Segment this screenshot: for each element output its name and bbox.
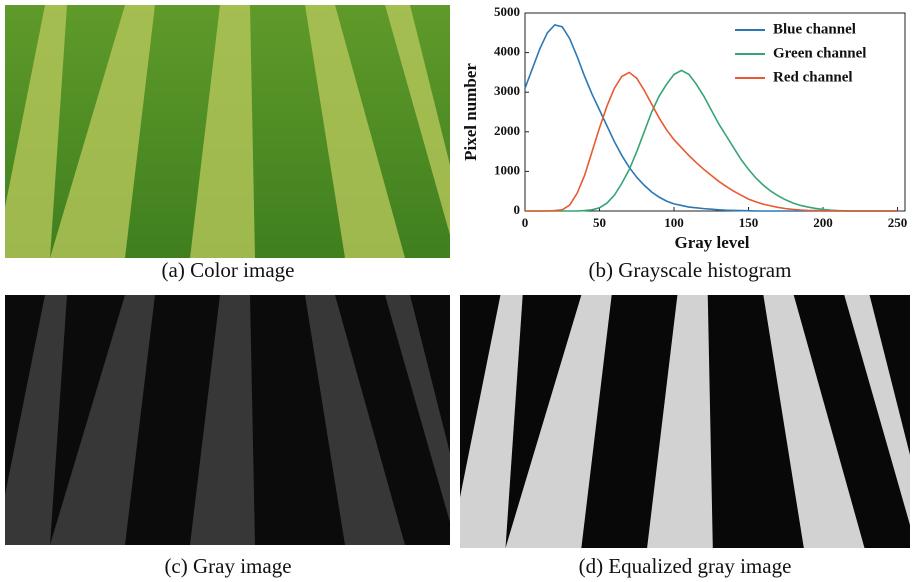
legend-label: Blue channel xyxy=(773,21,856,37)
x-tick-label: 250 xyxy=(888,215,908,230)
panel-a-image xyxy=(0,5,450,258)
y-tick-label: 3000 xyxy=(494,83,520,98)
series-line xyxy=(525,70,898,211)
y-tick-label: 1000 xyxy=(494,162,520,177)
series-line xyxy=(525,72,898,211)
x-tick-label: 150 xyxy=(739,215,759,230)
panel-c-image xyxy=(0,295,450,545)
x-tick-label: 100 xyxy=(664,215,684,230)
x-tick-label: 200 xyxy=(813,215,833,230)
y-axis-label: Pixel number xyxy=(461,63,480,161)
y-tick-label: 0 xyxy=(514,202,521,217)
legend-label: Green channel xyxy=(773,45,866,61)
y-tick-label: 4000 xyxy=(494,44,520,59)
legend-label: Red channel xyxy=(773,69,853,85)
caption: (a) Color image xyxy=(162,258,295,282)
figure: (a) Color image (b) Grayscale histogram … xyxy=(0,0,915,582)
x-tick-label: 50 xyxy=(593,215,606,230)
x-tick-label: 0 xyxy=(522,215,529,230)
panel-d-image xyxy=(450,295,910,548)
caption: (d) Equalized gray image xyxy=(579,554,792,578)
y-tick-label: 5000 xyxy=(494,4,520,19)
y-tick-label: 2000 xyxy=(494,123,520,138)
caption: (c) Gray image xyxy=(164,554,291,578)
caption: (b) Grayscale histogram xyxy=(589,258,792,282)
x-axis-label: Gray level xyxy=(674,233,749,252)
